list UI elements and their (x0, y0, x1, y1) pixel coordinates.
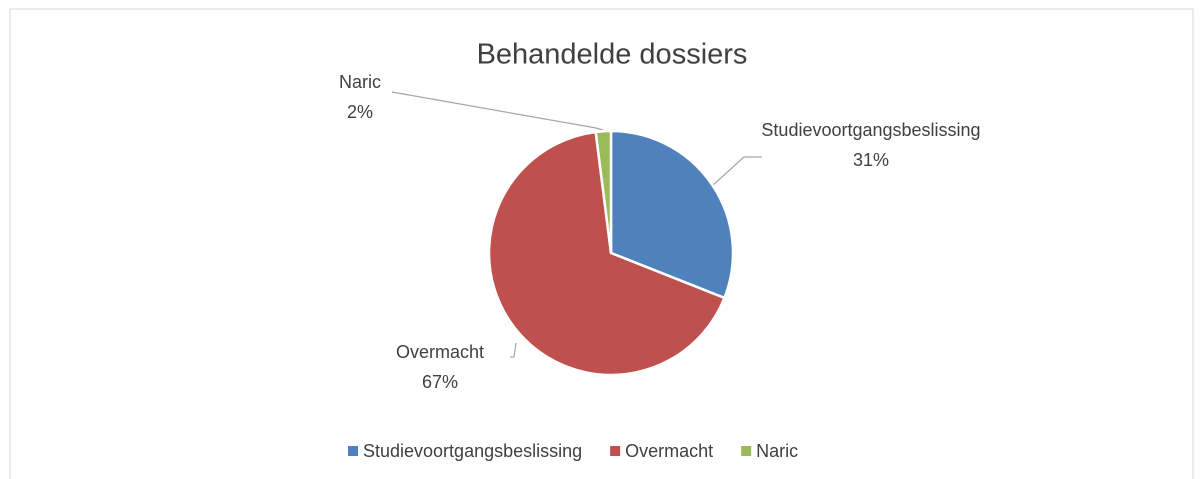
legend-swatch (741, 446, 752, 456)
legend-label: Overmacht (625, 441, 713, 461)
leader-line (391, 91, 607, 132)
legend-swatch (610, 446, 621, 456)
data-label-value: 31% (853, 150, 889, 170)
pie-slice (594, 129, 613, 254)
leader-line (711, 156, 762, 187)
pie-slice (609, 129, 735, 300)
chart-title: Behandelde dossiers (477, 39, 748, 71)
data-label-name: Naric (339, 72, 381, 92)
data-label-name: Overmacht (396, 342, 484, 362)
data-label-name: Studievoortgangsbeslissing (761, 120, 980, 140)
pie-slice (487, 130, 727, 377)
leader-line (510, 342, 517, 358)
data-label-value: 2% (347, 102, 373, 122)
data-label-value: 67% (422, 372, 458, 392)
chart-border (9, 8, 1194, 479)
legend-swatch (348, 446, 358, 456)
legend-label: Studievoortgangsbeslissing (363, 441, 582, 461)
legend-label: Naric (756, 441, 798, 461)
